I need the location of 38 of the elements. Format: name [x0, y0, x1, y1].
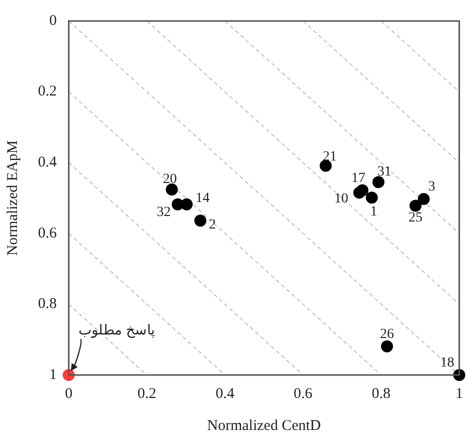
point [418, 193, 430, 206]
annotation: 20 [162, 172, 177, 188]
y-tick-label: 0.6 [38, 225, 58, 242]
x-tick-label: 0.4 [216, 386, 235, 402]
annotation: 10 [334, 191, 348, 206]
annotation: 2 [208, 217, 216, 232]
y-tick-label: 1 [49, 366, 57, 383]
x-tick-label: 1 [456, 386, 463, 402]
point [194, 214, 206, 227]
annotation: 25 [408, 210, 423, 226]
annotation: 26 [380, 327, 394, 342]
annotation: 17 [351, 170, 366, 186]
point [410, 200, 422, 212]
x-tick-label: 0 [65, 386, 72, 402]
x-tick-label: 0.8 [372, 386, 391, 402]
y-tick-label: 0 [49, 12, 57, 29]
x-tick-label: 0.2 [137, 386, 156, 402]
point [166, 184, 178, 196]
point [372, 176, 384, 188]
annotation: 18 [440, 356, 454, 371]
point [381, 340, 394, 352]
annotation: 14 [196, 191, 210, 206]
annotation: 3 [428, 180, 436, 195]
x-axis-title: Normalized CentD [207, 418, 322, 434]
point [366, 192, 378, 204]
point [180, 198, 193, 210]
point [320, 160, 332, 172]
annotation: 21 [322, 149, 337, 164]
y-tick-label: 0.4 [38, 154, 58, 171]
point [356, 184, 368, 196]
annotation: 32 [156, 205, 171, 220]
annotation: 31 [377, 164, 392, 180]
x-tick-label: 0.6 [294, 386, 313, 402]
y-tick-label: 0.8 [38, 296, 57, 312]
y-tick-label: 0.2 [38, 84, 57, 100]
y-axis-title: Normalized EApM [4, 140, 21, 256]
annotation: پاسخ مطلوب [78, 324, 155, 339]
annotation: 1 [370, 204, 378, 220]
